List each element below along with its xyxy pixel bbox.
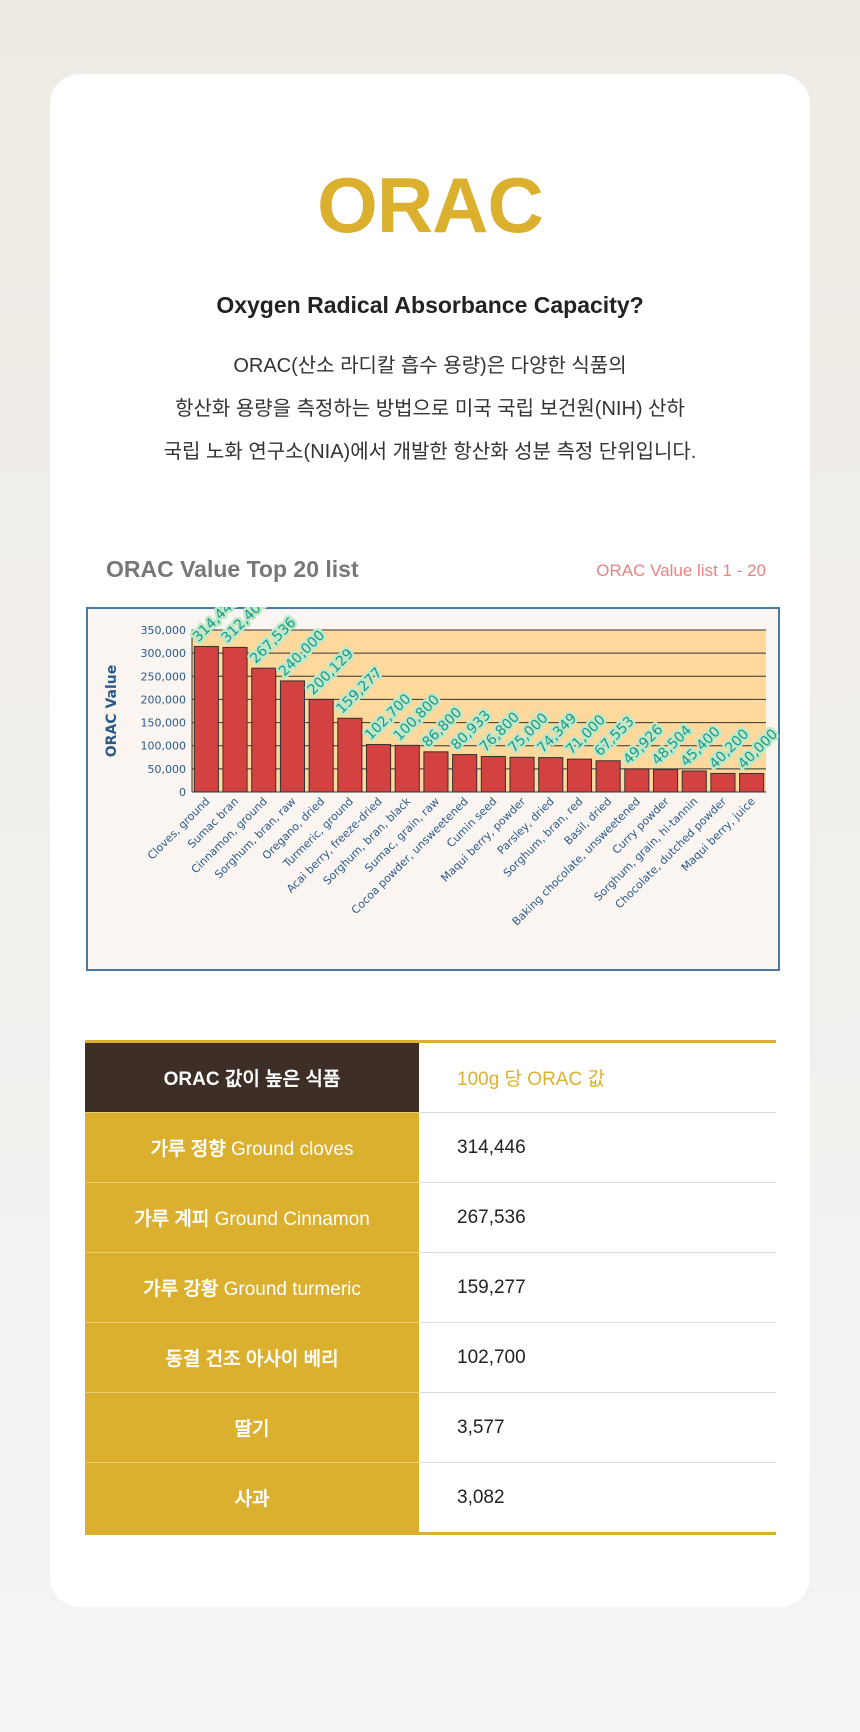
table-row: 사과 3,082 xyxy=(85,1462,776,1534)
table-body: ORAC 값이 높은 식품 100g 당 ORAC 값 가루 정향 Ground c… xyxy=(85,1041,776,1534)
y-tick-label: 250,000 xyxy=(141,670,187,683)
food-cell: 딸기 xyxy=(85,1392,419,1463)
chart-title: ORAC Value Top 20 list xyxy=(106,556,359,582)
bar xyxy=(566,758,593,793)
table-row: 딸기 3,577 xyxy=(85,1392,776,1463)
bar xyxy=(624,768,650,793)
bar xyxy=(251,667,277,793)
y-tick-label: 100,000 xyxy=(141,740,187,753)
bar xyxy=(538,757,564,793)
header-cell: ORAC 값이 높은 식품 xyxy=(85,1041,419,1113)
orac-value-cell: 3,082 xyxy=(419,1462,776,1534)
bar xyxy=(452,754,478,793)
orac-value-cell: 267,536 xyxy=(419,1182,776,1253)
description: ORAC(산소 라디칼 흡수 용량)은 다양한 식품의 항산화 용량을 측정하는… xyxy=(0,345,860,474)
bar xyxy=(308,698,334,793)
y-axis-label: ORAC Value xyxy=(104,665,120,757)
orac-value-cell: 314,446 xyxy=(419,1112,776,1183)
orac-value-cell: 159,277 xyxy=(419,1252,776,1323)
food-cell: 사과 xyxy=(85,1462,419,1534)
description-line: 국립 노화 연구소(NIA)에서 개발한 항산화 성분 측정 단위입니다. xyxy=(163,441,697,463)
food-cell: 가루 계피 Ground Cinnamon xyxy=(85,1182,419,1253)
y-tick-label: 50,000 xyxy=(148,763,187,776)
y-tick-label: 0 xyxy=(179,786,186,799)
food-korean: 가루 강황 xyxy=(143,1279,219,1300)
bar xyxy=(423,751,449,793)
chart-subtitle: ORAC Value list 1 - 20 xyxy=(596,561,766,580)
table-row: 동결 건조 아사이 베리 102,700 xyxy=(85,1322,776,1393)
food-korean: 동결 건조 아사이 베리 xyxy=(165,1349,339,1370)
table-row: 가루 정향 Ground cloves 314,446 xyxy=(85,1112,776,1183)
bar xyxy=(279,680,306,793)
bar xyxy=(480,755,506,793)
food-korean: 딸기 xyxy=(234,1419,270,1440)
page-title: ORAC xyxy=(317,161,544,249)
food-korean: 사과 xyxy=(234,1489,270,1510)
food-english: Ground turmeric xyxy=(223,1279,361,1300)
food-korean: 가루 정향 xyxy=(150,1139,226,1160)
bar xyxy=(365,743,392,793)
table-row: 가루 계피 Ground Cinnamon 267,536 xyxy=(85,1182,776,1253)
table-header-row: ORAC 값이 높은 식품 100g 당 ORAC 값 xyxy=(85,1041,776,1113)
bar xyxy=(595,760,621,793)
chart: ORAC Value 0 50,000 100,000 150,000 200,000 2… xyxy=(86,607,780,971)
food-english: Ground cloves xyxy=(230,1139,354,1160)
food-english: Ground Cinnamon xyxy=(214,1209,370,1230)
subtitle: Oxygen Radical Absorbance Capacity? xyxy=(216,292,644,318)
bar xyxy=(509,756,535,793)
bar xyxy=(222,646,248,793)
food-cell: 가루 강황 Ground turmeric xyxy=(85,1252,419,1323)
bar xyxy=(337,717,363,793)
food-korean: 가루 계피 xyxy=(134,1209,210,1230)
bar xyxy=(739,772,765,793)
bar xyxy=(652,769,679,793)
y-tick-label: 300,000 xyxy=(141,647,187,660)
bar xyxy=(681,770,707,793)
bar xyxy=(394,744,420,793)
y-tick-label: 150,000 xyxy=(141,717,187,730)
description-line: ORAC(산소 라디칼 흡수 용량)은 다양한 식품의 xyxy=(233,355,627,377)
table: ORAC 값이 높은 식품 100g 당 ORAC 값 가루 정향 Ground c… xyxy=(85,1040,776,1535)
y-tick-label: 350,000 xyxy=(141,624,187,637)
orac-value-cell: 3,577 xyxy=(419,1392,776,1463)
y-tick-label: 200,000 xyxy=(141,693,187,706)
bar xyxy=(193,645,219,793)
header-cell: 100g 당 ORAC 값 xyxy=(419,1041,776,1113)
orac-value-cell: 102,700 xyxy=(419,1322,776,1393)
food-cell: 동결 건조 아사이 베리 xyxy=(85,1322,419,1393)
bar xyxy=(710,772,736,793)
food-cell: 가루 정향 Ground cloves xyxy=(85,1112,419,1183)
table-row: 가루 강황 Ground turmeric 159,277 xyxy=(85,1252,776,1323)
description-line: 항산화 용량을 측정하는 방법으로 미국 국립 보건원(NIH) 산하 xyxy=(175,398,685,420)
